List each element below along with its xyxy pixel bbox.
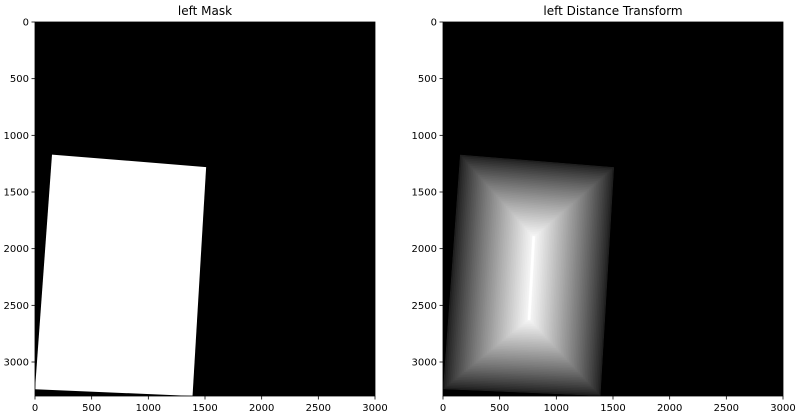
x-tick-label: 1000 [544,403,569,414]
distance-transform-y-axis: 0 500 1000 1500 2000 2500 3000 [412,18,443,369]
x-tick-label: 1000 [136,403,161,414]
x-tick-label: 1500 [192,403,217,414]
y-tick-label: 0 [431,18,437,29]
x-tick-label: 0 [440,403,446,414]
distance-ridge [527,236,535,321]
x-tick-label: 2000 [249,403,274,414]
y-tick-label: 3000 [4,358,29,369]
y-tick-label: 2500 [412,301,437,312]
distance-transform-panel: left Distance Transform 0 500 1000 1500 2000… [412,4,796,414]
y-tick-label: 1000 [4,131,29,142]
y-tick-label: 1500 [412,188,437,199]
mask-region [35,154,207,396]
y-tick-label: 1000 [412,131,437,142]
y-tick-label: 500 [10,74,29,85]
x-tick-label: 2000 [657,403,682,414]
y-tick-label: 2000 [412,244,437,255]
distance-transform-region [443,154,615,396]
mask-x-axis: 0 500 1000 1500 2000 2500 3000 [32,396,388,414]
mask-panel: left Mask 0 500 1000 1500 2000 2500 3000 0 500 1… [4,4,388,414]
x-tick-label: 500 [490,403,509,414]
y-tick-label: 3000 [412,358,437,369]
y-tick-label: 1500 [4,188,29,199]
distance-transform-x-axis: 0 500 1000 1500 2000 2500 3000 [440,396,796,414]
x-tick-label: 0 [32,403,38,414]
y-tick-label: 0 [23,18,29,29]
x-tick-label: 2500 [306,403,331,414]
y-tick-label: 2000 [4,244,29,255]
y-tick-label: 500 [418,74,437,85]
x-tick-label: 3000 [770,403,795,414]
y-tick-label: 2500 [4,301,29,312]
distance-transform-title: left Distance Transform [543,4,682,18]
mask-title: left Mask [178,4,232,18]
x-tick-label: 500 [82,403,101,414]
x-tick-label: 2500 [714,403,739,414]
x-tick-label: 3000 [362,403,387,414]
x-tick-label: 1500 [600,403,625,414]
mask-y-axis: 0 500 1000 1500 2000 2500 3000 [4,18,35,369]
